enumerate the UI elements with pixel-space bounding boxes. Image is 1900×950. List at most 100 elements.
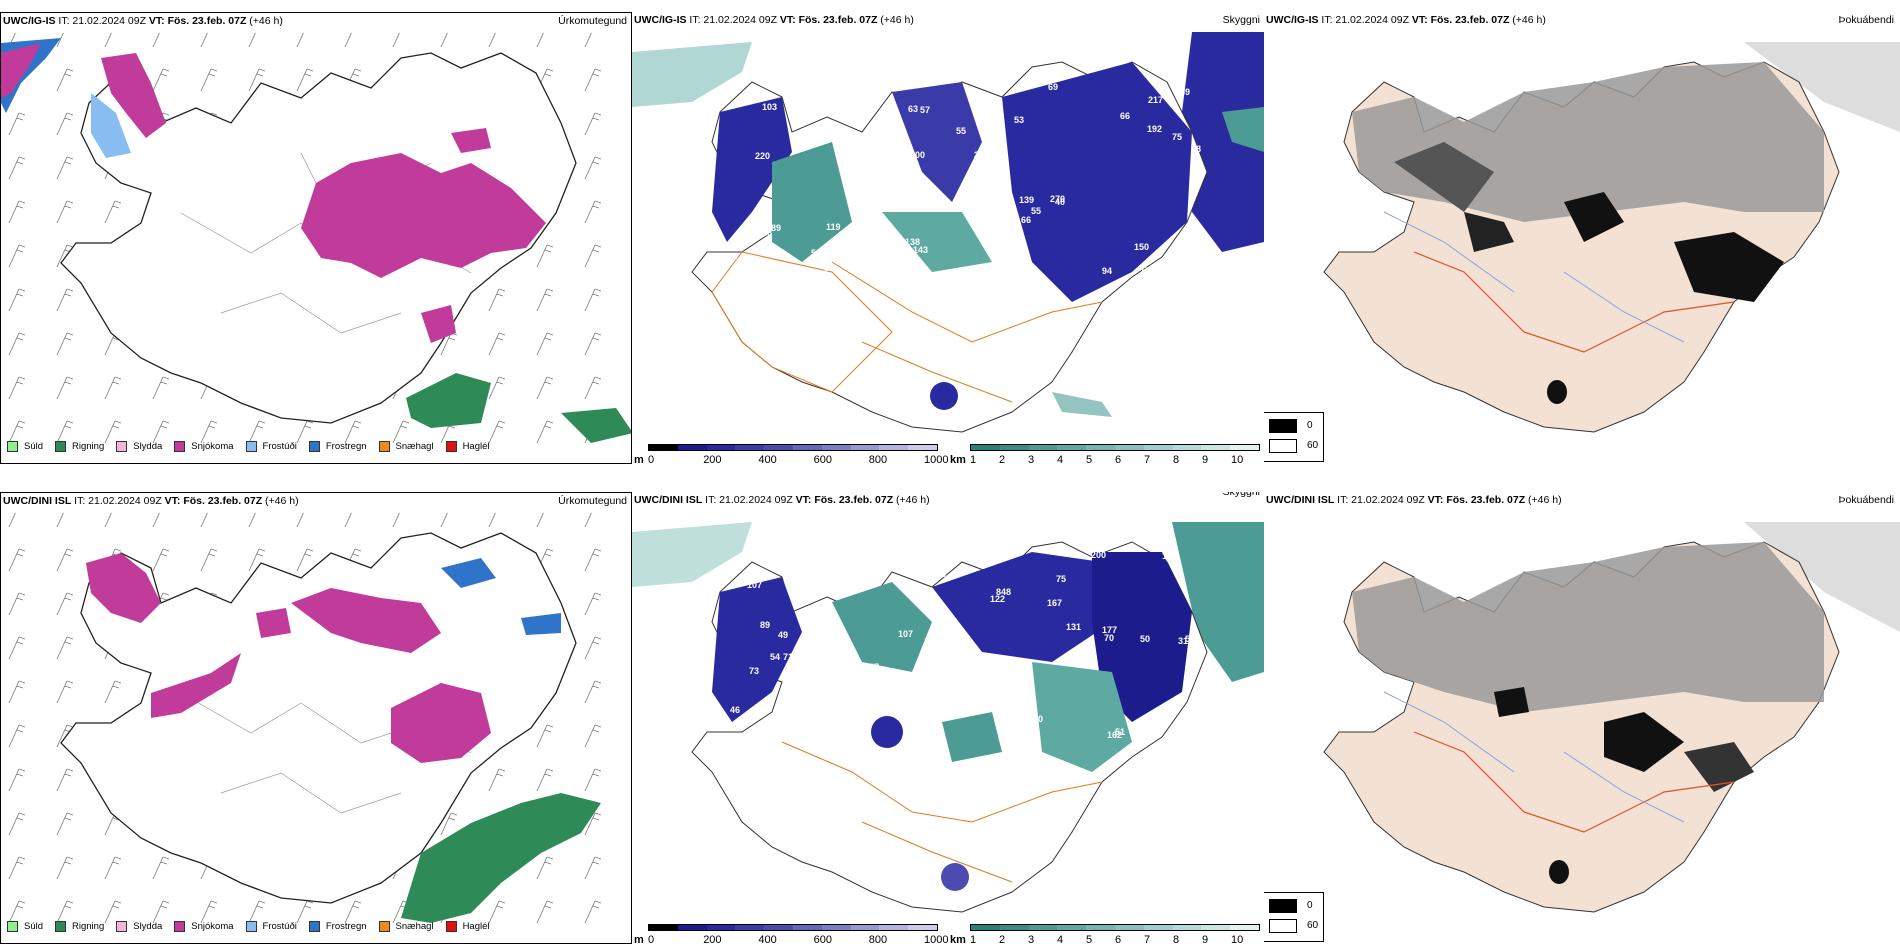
visibility-value-label: 89: [824, 263, 834, 273]
colorbar-cell: [821, 925, 851, 930]
visibility-value-label: 139: [1019, 195, 1034, 205]
colorbar-cell: [1230, 925, 1259, 930]
legend-item: Snæhagl: [378, 921, 434, 932]
panel-variable-label: Þokuábendi: [1838, 494, 1894, 506]
visibility-value-label: 150: [1134, 242, 1149, 252]
visibility-value-label: 78: [790, 707, 800, 717]
colorbar-tick-label: 800: [868, 454, 888, 464]
visibility-value-label: 68: [800, 140, 810, 150]
colorbar-cell: [1114, 445, 1144, 450]
visibility-panel-igis: UWC/IG-IS IT: 21.02.2024 09Z VT: Fös. 23…: [632, 12, 1264, 464]
visibility-value-label: 46: [730, 705, 740, 715]
visibility-value-label: 122: [990, 594, 1005, 604]
legend-item: Frostúði: [245, 921, 297, 932]
colorbar-cell: [792, 925, 822, 930]
rain-area: [561, 408, 631, 443]
legend-swatch-hail: [445, 441, 457, 452]
colorbar-cell: [971, 445, 1000, 450]
legend-swatch-freezing-rain: [308, 441, 320, 452]
visibility-value-label: 117: [975, 672, 990, 682]
colorbar-tick-label: 800: [868, 934, 888, 944]
legend-item: Slydda: [116, 921, 162, 932]
fog-legend-label: 60: [1307, 920, 1319, 931]
colorbar-cell: [971, 925, 1000, 930]
visibility-value-label: 73: [749, 666, 759, 676]
fog-legend-label: 0: [1307, 420, 1313, 431]
colorbar-cell: [1086, 925, 1115, 930]
visibility-value-label: 66: [1120, 111, 1130, 121]
colorbar-cell: [706, 925, 736, 930]
colorbar-tick-label: 9: [1202, 454, 1209, 464]
visibility-value-label: 380: [1028, 714, 1043, 724]
colorbar-tick-label: 5: [1086, 934, 1093, 944]
colorbar-cell: [999, 445, 1029, 450]
visibility-value-label: 140: [1187, 703, 1202, 713]
colorbar-cell: [1143, 445, 1173, 450]
colorbar-tick-label: 2: [999, 454, 1006, 464]
visibility-value-label: 312: [1178, 636, 1193, 646]
visibility-value-label: 140: [741, 271, 756, 281]
visibility-value-label: 17: [900, 741, 910, 751]
colorbar-cell: [677, 925, 707, 930]
legend-swatch-snow: [174, 441, 186, 452]
visibility-value-label: 75: [1172, 132, 1182, 142]
fog-legend: 0 60: [1264, 412, 1324, 462]
colorbar-tick-label: 7: [1144, 934, 1151, 944]
colorbar-tick-label: 6: [1115, 934, 1122, 944]
colorbar-cell: [764, 445, 793, 450]
precip-type-panel-igis: UWC/IG-IS IT: 21.02.2024 09Z VT: Fös. 23…: [0, 12, 632, 464]
colorbar-tick-label: 400: [758, 454, 777, 464]
colorbar-tick-label: 200: [703, 934, 722, 944]
rain-area: [406, 373, 491, 428]
panel-variable-label: Úrkomutegund: [558, 495, 627, 507]
snow-area: [421, 305, 456, 343]
visibility-value-label: 111: [1162, 551, 1176, 561]
colorbar-tick-label: 1000: [924, 934, 949, 944]
visibility-value-label: 53: [1185, 634, 1195, 644]
fog-legend-swatch-dark: [1269, 899, 1297, 913]
fog-legend-swatch-dark: [1269, 419, 1297, 433]
legend-swatch-drizzle: [7, 441, 18, 452]
panel-title: UWC/DINI ISL IT: 21.02.2024 09Z VT: Fös.…: [1266, 494, 1562, 506]
visibility-value-label: 119: [826, 222, 841, 232]
visibility-value-label: 107: [747, 580, 762, 590]
visibility-value-label: 70: [1104, 633, 1114, 643]
colorbar-tick-label: 7: [1144, 454, 1151, 464]
snow-area: [1, 43, 41, 98]
visibility-value-label: 217: [1148, 95, 1163, 105]
colorbar-tick-label: 1: [970, 454, 977, 464]
colorbar-cell: [1143, 925, 1173, 930]
visibility-value-label: 45: [982, 141, 992, 151]
legend-item: Haglél: [445, 441, 490, 452]
visibility-value-label: 54: [770, 652, 780, 662]
precip-map: [1, 513, 631, 923]
visibility-value-label: 200: [1091, 550, 1106, 560]
colorbar-tick-label: 4: [1057, 934, 1064, 944]
precip-map: [1, 33, 631, 443]
colorbar-unit: m: [634, 454, 644, 464]
visibility-value-label: 52: [864, 130, 874, 140]
colorbar-cells: [648, 444, 938, 451]
legend-swatch-snow: [174, 921, 186, 932]
visibility-value-labels: 151 220 217 73 53 78 63 55 89 52 53 59 57 45 40 103 58 78…: [736, 73, 1201, 288]
colorbar-cell: [735, 925, 765, 930]
fog-legend-label: 0: [1307, 900, 1313, 911]
colorbar-unit: km: [950, 934, 966, 944]
visibility-value-label: 50: [1140, 634, 1150, 644]
legend-item: Rigning: [55, 441, 104, 452]
visibility-value-label: 220: [755, 151, 770, 161]
legend-item: Súld: [7, 921, 43, 932]
colorbar-tick-label: 600: [813, 454, 832, 464]
colorbar-tick-label: 5: [1086, 454, 1093, 464]
colorbar-unit: km: [950, 454, 966, 464]
visibility-km-colorbar: km 1 2 3 4 5 6 7 8 9 10: [950, 444, 1260, 464]
fog-legend: 0 60: [1264, 892, 1324, 942]
visibility-value-label: 16: [936, 569, 946, 579]
fog-index-map: [1323, 522, 1900, 913]
colorbar-cell: [649, 445, 678, 450]
legend-item: Slydda: [116, 441, 162, 452]
visibility-value-label: 192: [821, 694, 836, 704]
colorbar-tick-label: 2: [999, 934, 1006, 944]
colorbar-cell: [908, 445, 937, 450]
legend-item: Haglél: [445, 921, 490, 932]
